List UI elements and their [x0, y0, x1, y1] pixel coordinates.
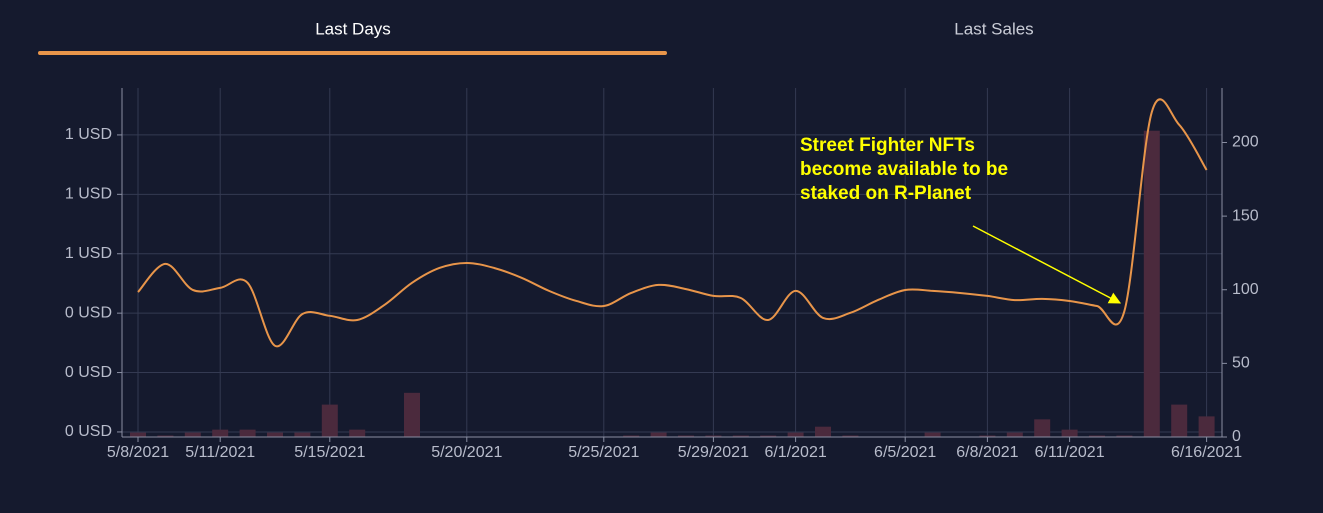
y-tick-label: 0 USD	[65, 364, 112, 381]
bar	[212, 429, 229, 437]
annotation-line: Street Fighter NFTs	[800, 135, 975, 156]
bar	[267, 432, 283, 437]
y2-tick-label: 0	[1232, 428, 1241, 445]
y-tick-label: 1 USD	[65, 245, 112, 262]
bar	[1116, 435, 1133, 437]
bar	[815, 426, 831, 437]
x-tick-label: 6/5/2021	[874, 444, 936, 461]
x-tick-label: 6/1/2021	[764, 444, 826, 461]
x-tick-label: 5/29/2021	[678, 444, 749, 461]
bar	[1061, 429, 1078, 437]
x-tick-label: 5/11/2021	[185, 444, 255, 461]
y2-tick-label: 100	[1232, 281, 1259, 298]
bar	[623, 435, 640, 437]
bar	[130, 432, 146, 437]
bar	[842, 435, 859, 437]
bar	[349, 429, 366, 437]
bar	[1171, 404, 1188, 437]
x-tick-label: 5/8/2021	[107, 444, 169, 461]
bar	[1006, 432, 1023, 437]
x-tick-label: 6/11/2021	[1035, 444, 1105, 461]
y-tick-label: 1 USD	[65, 186, 112, 203]
y-tick-label: 0 USD	[65, 304, 112, 321]
bar	[404, 392, 420, 437]
tab-last-days[interactable]: Last Days	[315, 19, 391, 38]
y-tick-label: 0 USD	[65, 423, 112, 440]
bar	[650, 432, 667, 437]
price-line	[137, 98, 1208, 348]
bar	[1034, 419, 1051, 437]
bar	[1089, 435, 1105, 437]
bar	[924, 432, 941, 437]
bar	[157, 435, 174, 437]
bar	[732, 435, 749, 437]
bar	[321, 404, 338, 437]
bar	[1198, 416, 1215, 437]
bar	[678, 435, 694, 437]
x-tick-label: 6/8/2021	[956, 444, 1018, 461]
bar	[787, 432, 804, 437]
x-tick-label: 5/20/2021	[431, 444, 502, 461]
bar	[979, 435, 996, 437]
y2-tick-label: 150	[1232, 207, 1259, 224]
bar	[705, 435, 722, 437]
bar	[294, 432, 311, 437]
bar	[1143, 130, 1160, 437]
annotation-line: become available to be	[800, 159, 1008, 180]
bar	[184, 432, 201, 437]
annotation-arrow	[972, 225, 1122, 304]
x-tick-label: 6/16/2021	[1171, 444, 1242, 461]
y2-tick-label: 200	[1232, 134, 1259, 151]
tab-last-sales[interactable]: Last Sales	[954, 19, 1033, 38]
annotation-line: staked on R-Planet	[800, 183, 972, 204]
x-tick-label: 5/15/2021	[294, 444, 365, 461]
bar	[760, 435, 777, 437]
active-tab-underline	[38, 51, 667, 55]
y-tick-label: 1 USD	[65, 126, 112, 143]
y2-tick-label: 50	[1232, 355, 1250, 372]
x-tick-label: 5/25/2021	[568, 444, 639, 461]
bar	[239, 429, 256, 437]
